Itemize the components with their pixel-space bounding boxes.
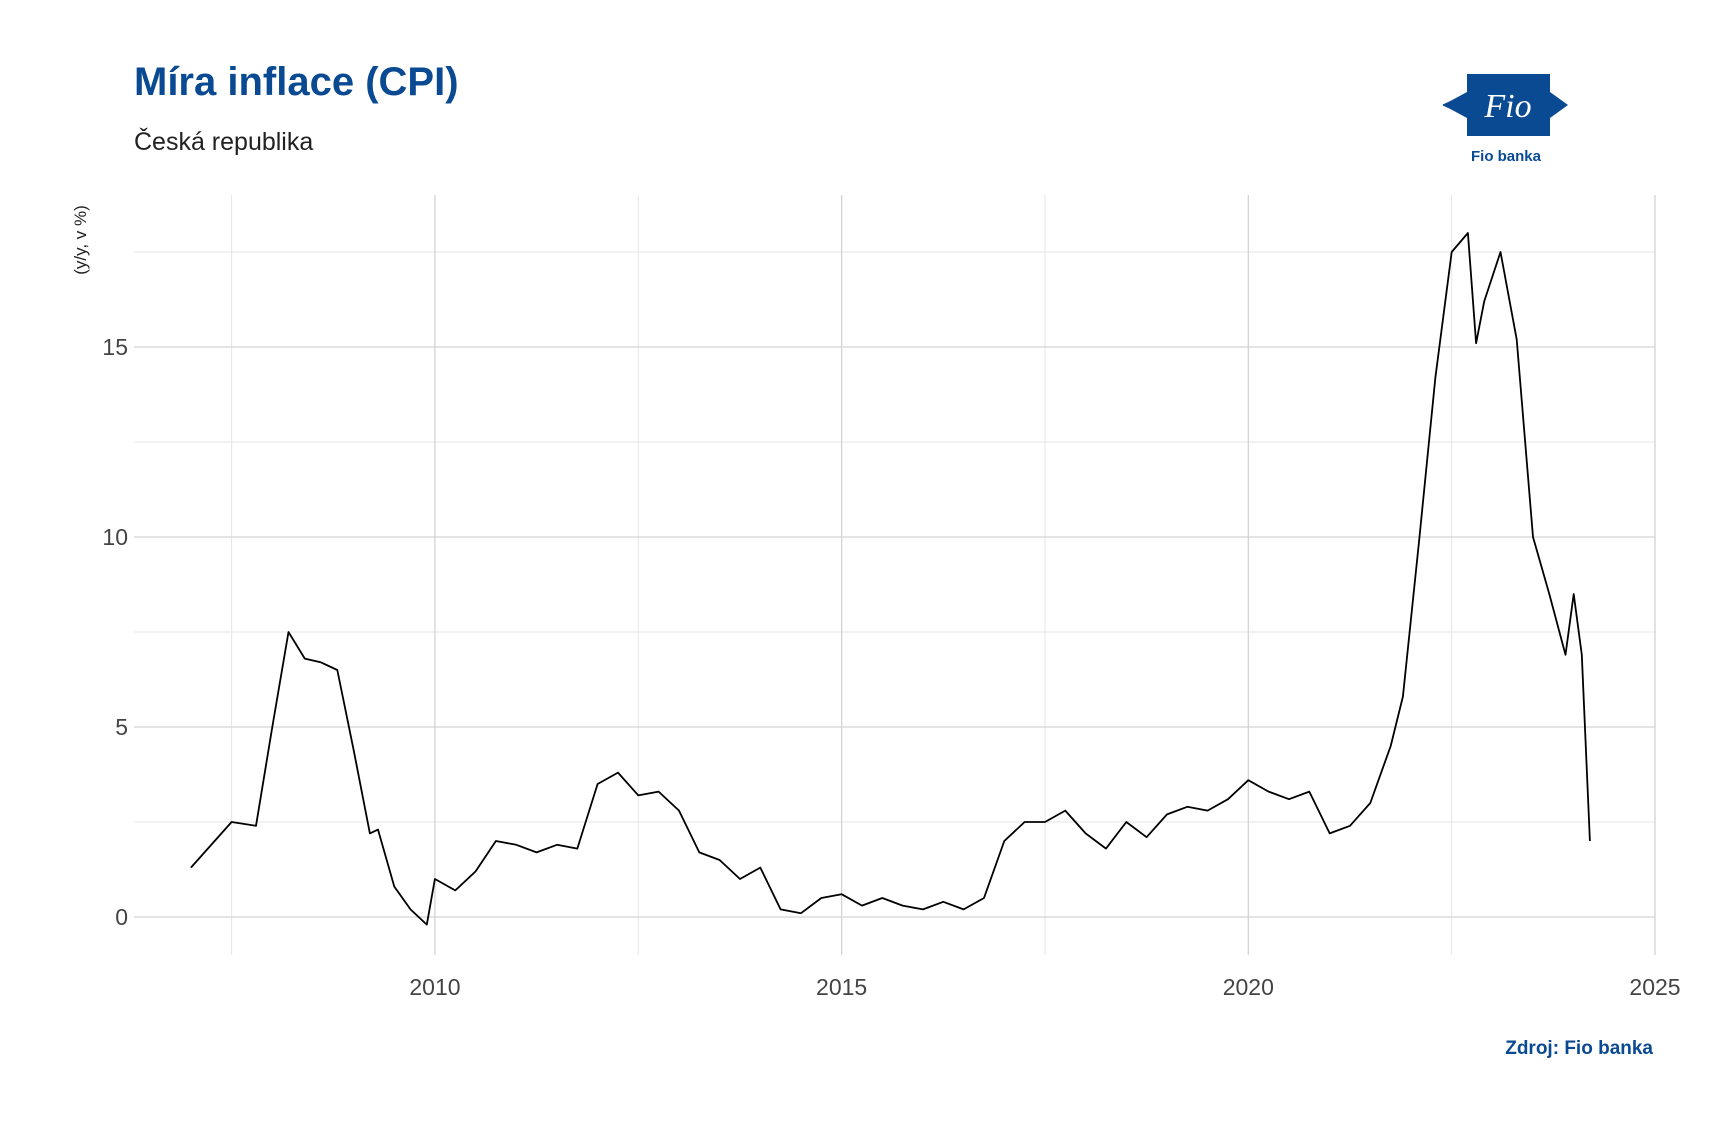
series-line-0	[190, 232, 1591, 926]
chart-subtitle: Česká republika	[134, 128, 314, 156]
y-tick-label: 15	[102, 334, 128, 360]
x-tick-label: 2020	[1223, 974, 1274, 1000]
tick-labels: 2010 2015 2020 2025 0 5 10 15	[102, 334, 1680, 1000]
x-tick-label: 2025	[1629, 974, 1680, 1000]
grid-major	[134, 195, 1656, 955]
logo-mark-text: Fio	[1483, 88, 1531, 125]
y-axis-label: (y/y, v %)	[71, 205, 90, 275]
fio-banka-logo: Fio Fio banka	[1442, 74, 1568, 165]
x-tick-label: 2010	[409, 974, 460, 1000]
logo-caption: Fio banka	[1471, 148, 1542, 165]
y-tick-label: 10	[102, 524, 128, 550]
grid-minor	[134, 195, 1655, 955]
y-tick-label: 0	[115, 904, 128, 930]
source-note: Zdroj: Fio banka	[1505, 1038, 1653, 1059]
chart-title: Míra inflace (CPI)	[134, 60, 459, 104]
y-tick-label: 5	[115, 714, 128, 740]
x-tick-label: 2015	[816, 974, 867, 1000]
series-layer	[190, 232, 1591, 926]
